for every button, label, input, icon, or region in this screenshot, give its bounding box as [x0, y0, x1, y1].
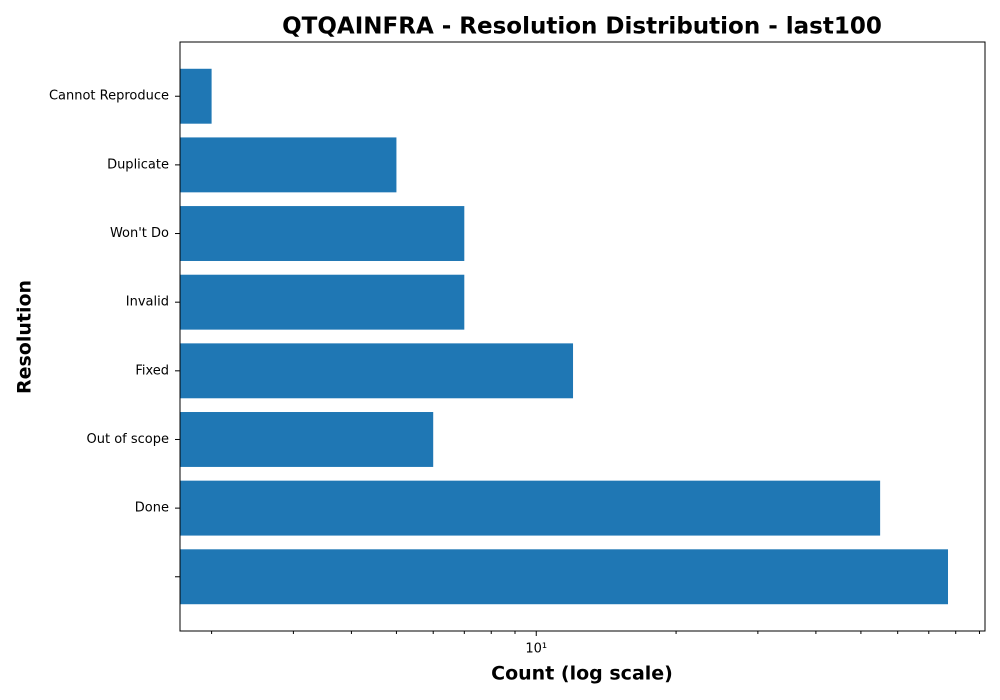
- bar: [180, 480, 881, 536]
- y-tick-label: Invalid: [126, 295, 169, 310]
- y-tick-label: Out of scope: [87, 432, 170, 447]
- y-tick-label: Fixed: [135, 363, 169, 378]
- bar: [180, 206, 465, 261]
- bar: [180, 343, 574, 399]
- x-tick-label: 10¹: [525, 642, 547, 657]
- bar: [180, 68, 212, 124]
- bar: [180, 137, 397, 193]
- y-tick-label: Done: [135, 501, 169, 516]
- y-tick-label: Cannot Reproduce: [49, 89, 169, 104]
- plot-frame: [179, 41, 986, 632]
- bar: [180, 549, 949, 605]
- y-axis-label: Resolution: [14, 280, 36, 394]
- bar: [180, 274, 465, 330]
- bar: [180, 412, 434, 467]
- y-tick-label: Won't Do: [110, 226, 169, 241]
- chart-title: QTQAINFRA - Resolution Distribution - la…: [282, 14, 882, 40]
- x-axis-label: Count (log scale): [491, 663, 673, 685]
- y-tick-label: Duplicate: [107, 157, 169, 172]
